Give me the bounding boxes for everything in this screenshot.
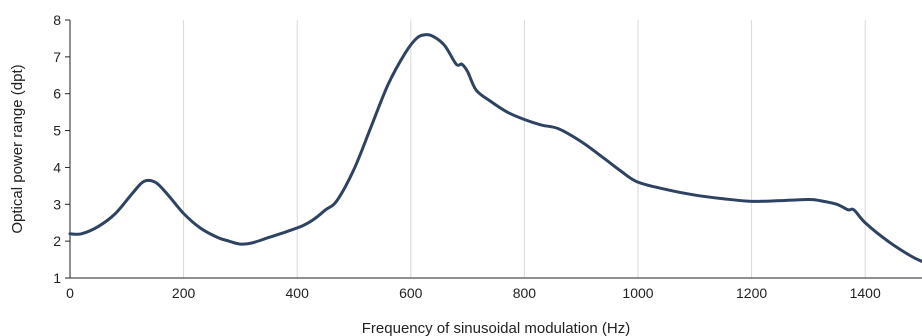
y-tick-label: 7 [53, 49, 61, 65]
y-tick-label: 5 [53, 123, 61, 139]
y-axis-title: Optical power range (dpt) [9, 64, 26, 233]
x-tick-label: 1200 [736, 285, 767, 301]
y-tick-label: 6 [53, 86, 61, 102]
x-tick-labels: 0 200 400 600 800 1000 1200 1400 [66, 285, 881, 301]
y-tick-labels: 1 2 3 4 5 6 7 8 [53, 12, 61, 286]
y-tick-label: 8 [53, 12, 61, 28]
x-tick-label: 400 [286, 285, 310, 301]
x-axis-title: Frequency of sinusoidal modulation (Hz) [362, 320, 630, 336]
axes [65, 19, 922, 279]
x-tick-label: 800 [513, 285, 537, 301]
x-tick-label: 600 [399, 285, 423, 301]
x-tick-label: 200 [172, 285, 196, 301]
y-tick-label: 1 [53, 270, 61, 286]
gridlines [183, 20, 866, 278]
x-tick-label: 1400 [850, 285, 881, 301]
x-tick-label: 0 [66, 285, 74, 301]
y-tick-label: 3 [53, 196, 61, 212]
series-layer [68, 33, 922, 263]
y-tick-label: 2 [53, 233, 61, 249]
x-tick-label: 1000 [622, 285, 653, 301]
y-tick-label: 4 [53, 159, 61, 175]
series-line [68, 33, 922, 263]
